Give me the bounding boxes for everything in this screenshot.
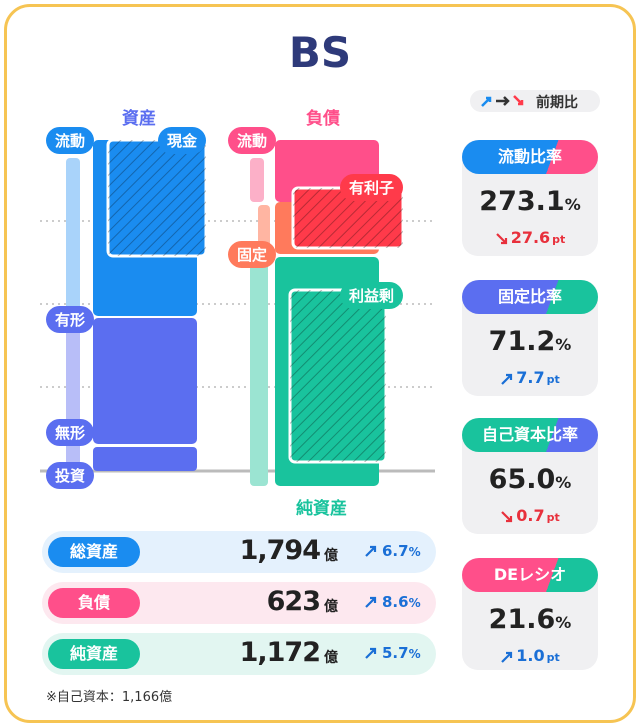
change-value: 5.7 bbox=[382, 644, 409, 662]
legend-icon bbox=[481, 95, 524, 107]
ratio-value: 273.1% bbox=[462, 186, 598, 217]
change-value: 8.6 bbox=[382, 593, 409, 611]
change-arrow bbox=[501, 511, 513, 523]
ratio-change: 1.0 pt bbox=[462, 646, 598, 665]
asset-label: 流動 bbox=[46, 127, 95, 154]
value: 273.1 bbox=[479, 186, 565, 217]
summary-value: 1,172 bbox=[239, 637, 321, 668]
summary-unit: 億 bbox=[324, 548, 338, 564]
summary-unit: 億 bbox=[324, 650, 338, 666]
unit: % bbox=[555, 473, 572, 492]
ratio-label: 自己資本比率 bbox=[462, 418, 598, 452]
change-unit: % bbox=[408, 545, 421, 559]
change-value: 27.6 bbox=[510, 228, 551, 247]
value: 65.0 bbox=[488, 464, 556, 495]
ratio-change: 7.7 pt bbox=[462, 368, 598, 387]
value: 71.2 bbox=[488, 326, 556, 357]
change-unit: pt bbox=[552, 233, 566, 246]
ratio-label: 固定比率 bbox=[462, 280, 598, 314]
ratio-value: 21.6% bbox=[462, 604, 598, 635]
change-value: 7.7 bbox=[516, 368, 545, 387]
asset-investment bbox=[93, 447, 197, 471]
summary-label: 純資産 bbox=[48, 639, 140, 669]
equity-thin bbox=[250, 256, 268, 486]
change-unit: % bbox=[408, 647, 421, 661]
change-unit: % bbox=[408, 596, 421, 610]
change-arrow bbox=[365, 596, 377, 608]
ratio-card: 固定比率 71.2% 7.7 pt bbox=[462, 280, 598, 396]
summary-row: 負債 623 億 8.6% bbox=[42, 582, 436, 624]
summary-label: 総資産 bbox=[48, 537, 140, 567]
asset-tangible bbox=[93, 318, 197, 444]
asset-current-thin bbox=[66, 158, 80, 316]
unit: % bbox=[555, 335, 572, 354]
note: ※自己資本：1,166億 bbox=[46, 690, 173, 705]
change-unit: pt bbox=[546, 651, 560, 664]
change-arrow bbox=[495, 233, 507, 245]
summary-unit: 億 bbox=[324, 599, 338, 615]
ratio-card: 自己資本比率 65.0% 0.7 pt bbox=[462, 418, 598, 534]
summary-label: 負債 bbox=[48, 588, 140, 618]
equity-header: 純資産 bbox=[296, 499, 347, 519]
summary-row: 総資産 1,794 億 6.7% bbox=[42, 531, 436, 573]
ratio-value: 71.2% bbox=[462, 326, 598, 357]
ratio-change: 0.7 pt bbox=[462, 506, 598, 525]
unit: % bbox=[564, 195, 581, 214]
ratio-card: DEレシオ 21.6% 1.0 pt bbox=[462, 558, 598, 670]
change-arrow bbox=[365, 545, 377, 557]
summary-value: 1,794 bbox=[239, 535, 321, 566]
summary-change: 8.6% bbox=[382, 593, 421, 611]
change-value: 6.7 bbox=[382, 542, 409, 560]
legend: 前期比 bbox=[470, 90, 600, 112]
equity-retained-hatch bbox=[290, 290, 386, 462]
liability-label: 流動 bbox=[228, 127, 277, 154]
change-arrow bbox=[365, 647, 377, 659]
assets-header: 資産 bbox=[122, 109, 156, 129]
ratio-value: 65.0% bbox=[462, 464, 598, 495]
liabilities-header: 負債 bbox=[306, 109, 340, 129]
unit: % bbox=[555, 613, 572, 632]
change-unit: pt bbox=[546, 373, 560, 386]
liability-label: 有利子 bbox=[340, 174, 404, 201]
ratio-change: 27.6 pt bbox=[462, 228, 598, 247]
summary-change: 6.7% bbox=[382, 542, 421, 560]
ratio-card: 流動比率 273.1% 27.6 pt bbox=[462, 140, 598, 256]
change-value: 0.7 bbox=[516, 506, 545, 525]
asset-label: 無形 bbox=[46, 419, 95, 446]
ratio-label: 流動比率 bbox=[462, 140, 598, 174]
asset-label: 現金 bbox=[158, 127, 207, 154]
title: BS bbox=[288, 28, 352, 77]
asset-cash-hatch bbox=[108, 140, 206, 256]
change-unit: pt bbox=[546, 511, 560, 524]
asset-label: 投資 bbox=[46, 462, 95, 489]
liability-label: 固定 bbox=[228, 241, 277, 268]
liability-label: 利益剰 bbox=[340, 282, 404, 309]
change-value: 1.0 bbox=[516, 646, 545, 665]
value: 21.6 bbox=[488, 604, 556, 635]
summary-change: 5.7% bbox=[382, 644, 421, 662]
summary-row: 純資産 1,172 億 5.7% bbox=[42, 633, 436, 675]
change-arrow bbox=[501, 373, 513, 385]
ratio-label: DEレシオ bbox=[462, 558, 598, 592]
legend-label: 前期比 bbox=[536, 95, 578, 111]
summary-value: 623 bbox=[266, 586, 321, 617]
liab-interest-hatch bbox=[293, 188, 403, 248]
change-arrow bbox=[501, 651, 513, 663]
liab-current-thin bbox=[250, 158, 264, 202]
asset-label: 有形 bbox=[46, 306, 95, 333]
